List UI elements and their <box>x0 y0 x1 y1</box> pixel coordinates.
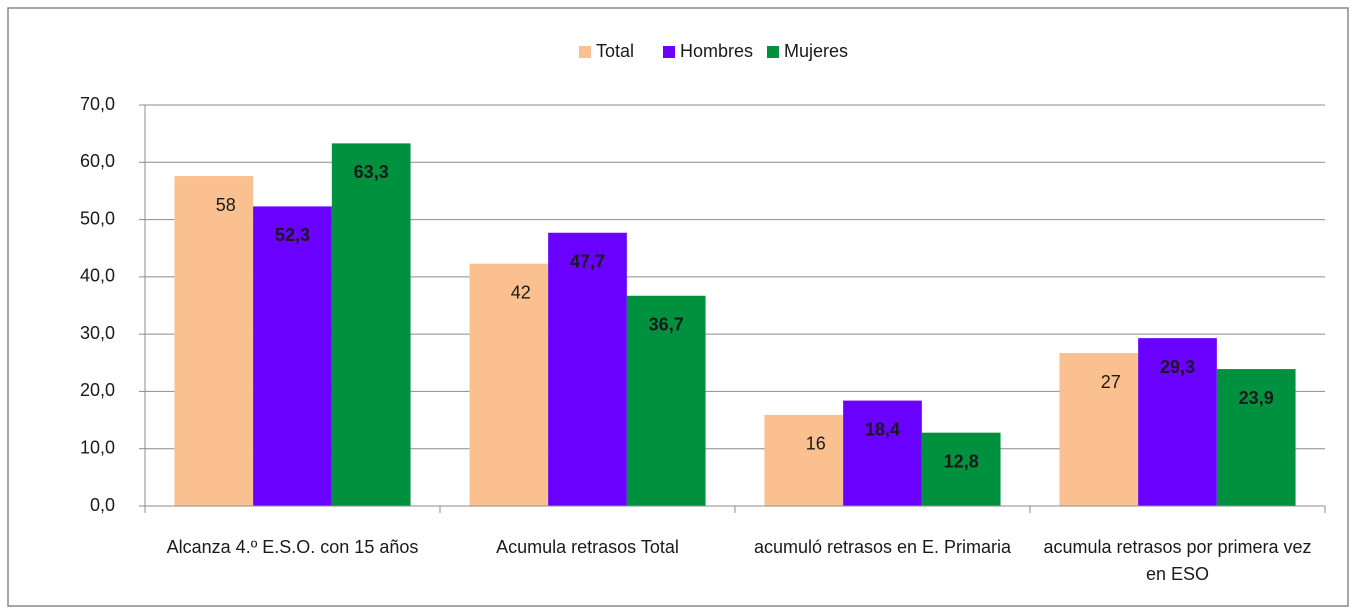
y-tick-label: 0,0 <box>90 495 115 515</box>
y-tick-label: 20,0 <box>80 380 115 400</box>
y-tick-label: 40,0 <box>80 266 115 286</box>
data-label: 27 <box>1101 372 1121 392</box>
bar <box>469 263 549 506</box>
bar <box>921 432 1001 506</box>
bar <box>764 414 844 506</box>
data-label: 16 <box>806 434 826 454</box>
y-tick-label: 10,0 <box>80 437 115 457</box>
bar <box>626 295 706 506</box>
legend-label: Total <box>596 41 634 61</box>
data-label: 47,7 <box>570 251 605 271</box>
legend-swatch <box>663 46 675 58</box>
legend-swatch <box>767 46 779 58</box>
data-label: 12,8 <box>944 451 979 471</box>
data-label: 18,4 <box>865 419 900 439</box>
bar <box>548 232 627 507</box>
bar <box>1138 338 1217 506</box>
x-tick-label: Acumula retrasos Total <box>496 537 679 557</box>
legend-swatch <box>579 46 591 58</box>
data-label: 58 <box>216 195 236 215</box>
data-label: 42 <box>511 282 531 302</box>
bar <box>843 400 922 506</box>
bar <box>174 176 254 506</box>
legend-label: Hombres <box>680 41 753 61</box>
data-label: 63,3 <box>354 162 389 182</box>
data-label: 52,3 <box>275 225 310 245</box>
bar <box>1059 353 1139 506</box>
y-tick-label: 70,0 <box>80 94 115 114</box>
legend-label: Mujeres <box>784 41 848 61</box>
data-label: 29,3 <box>1160 357 1195 377</box>
y-tick-label: 30,0 <box>80 323 115 343</box>
x-tick-label: Alcanza 4.º E.S.O. con 15 años <box>166 537 419 557</box>
x-tick-label: acumula retrasos por primera vez en ESO <box>1043 537 1312 584</box>
bar <box>1216 369 1296 506</box>
y-tick-label: 60,0 <box>80 151 115 171</box>
bar <box>253 206 332 506</box>
data-label: 23,9 <box>1239 388 1274 408</box>
bar <box>331 143 411 507</box>
x-tick-label: acumuló retrasos en E. Primaria <box>753 537 1012 557</box>
y-tick-label: 50,0 <box>80 208 115 228</box>
data-label: 36,7 <box>649 315 684 335</box>
